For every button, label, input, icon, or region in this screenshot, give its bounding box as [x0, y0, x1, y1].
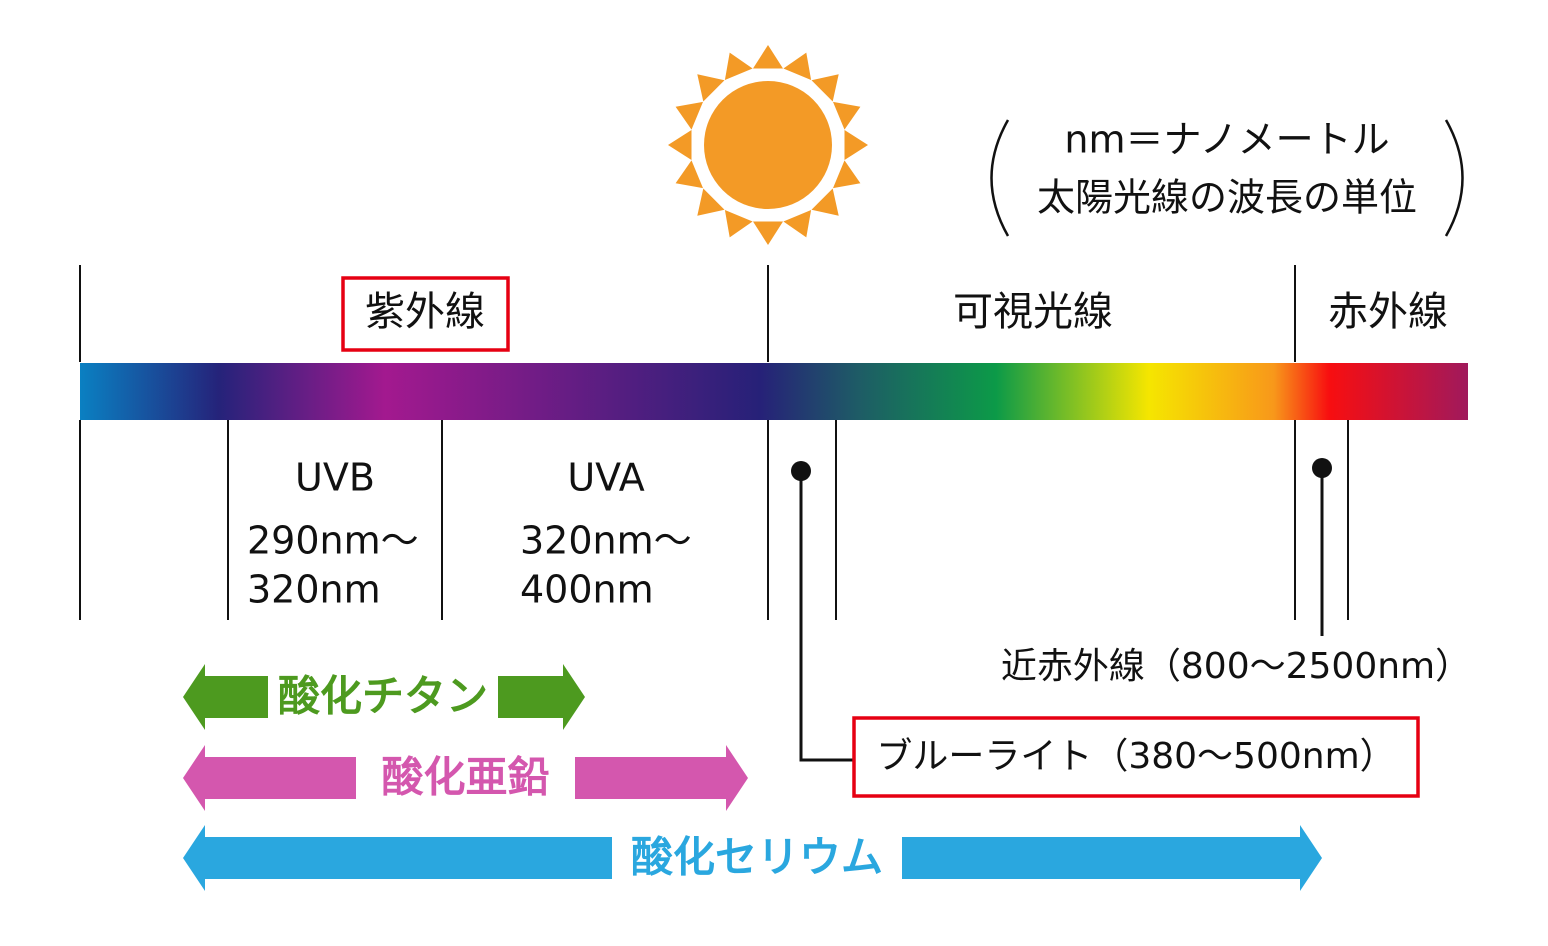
sun-ray	[675, 101, 703, 130]
arrow-right	[575, 745, 748, 811]
highlight-box	[852, 716, 1420, 798]
paren-right	[1444, 119, 1464, 237]
sun-core	[704, 81, 832, 209]
note-line: 太陽光線の波長の単位	[1037, 176, 1417, 220]
arrow-left	[183, 745, 356, 811]
blocker-label: 酸化亜鉛	[381, 753, 549, 802]
sun-ray	[724, 52, 753, 80]
lower-dividers	[79, 420, 1349, 620]
sun-ray	[753, 45, 783, 69]
sun-ray	[844, 130, 868, 160]
note-line: nm＝ナノメートル	[1064, 118, 1389, 162]
sun-ray	[668, 130, 692, 160]
band-label: 赤外線	[1328, 289, 1448, 335]
band-label: 紫外線	[365, 289, 485, 335]
arrow-left	[183, 664, 268, 730]
band-label: 可視光線	[953, 289, 1113, 335]
arrow-right	[498, 664, 585, 730]
arrow-left	[183, 825, 612, 891]
sub-band-range: 290nm～	[247, 519, 419, 563]
sun-ray	[833, 160, 861, 189]
sub-band-range: 400nm	[520, 568, 654, 612]
callout-label: 近赤外線（800～2500nm）	[1001, 646, 1471, 687]
highlight-box	[341, 276, 510, 352]
callout-line	[799, 471, 855, 762]
blocker-label: 酸化チタン	[278, 672, 488, 721]
sun-ray	[811, 188, 839, 216]
sun-ray	[833, 101, 861, 130]
sun-ray	[724, 210, 753, 238]
paren-left	[990, 119, 1010, 237]
sun-ray	[753, 221, 783, 245]
sub-band-range: 320nm	[247, 568, 381, 612]
sun-ray	[783, 210, 812, 238]
sun-ray	[783, 52, 812, 80]
sun-ray	[811, 74, 839, 102]
sun-ray	[697, 188, 725, 216]
sub-band-name: UVB	[295, 456, 375, 500]
spectrum-bar	[80, 363, 1468, 420]
callout-label: ブルーライト（380～500nm）	[876, 736, 1395, 777]
sub-band-name: UVA	[567, 456, 644, 500]
blocker-label: 酸化セリウム	[631, 833, 883, 882]
arrow-right	[902, 825, 1322, 891]
sun-icon	[668, 45, 868, 245]
sun-ray	[675, 160, 703, 189]
sun-ray	[697, 74, 725, 102]
sub-band-range: 320nm～	[520, 519, 692, 563]
